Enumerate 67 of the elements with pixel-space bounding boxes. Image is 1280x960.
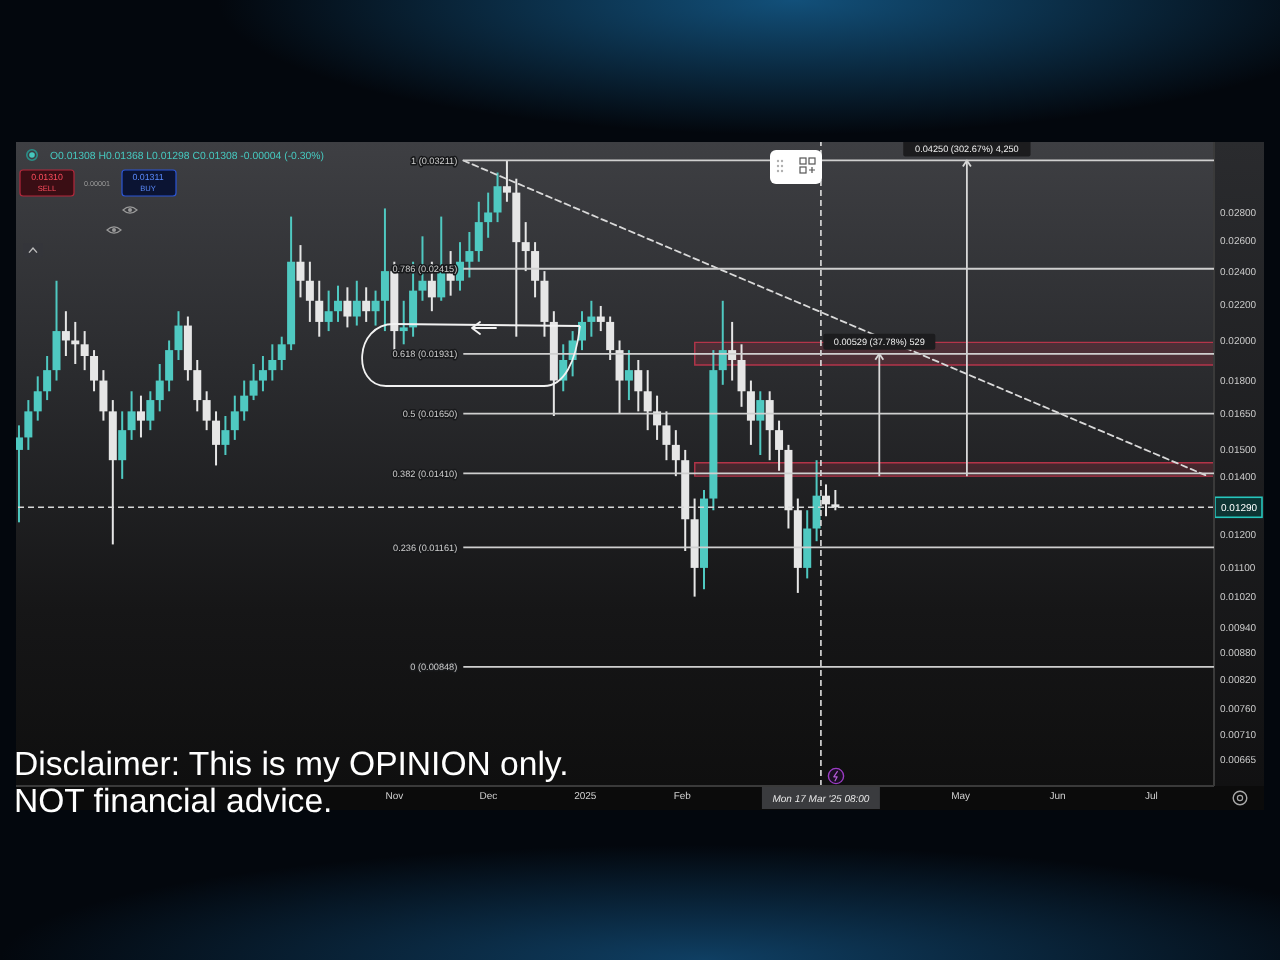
candlestick	[606, 315, 615, 361]
candlestick	[324, 289, 333, 333]
candlestick	[268, 343, 277, 382]
candlestick	[71, 320, 80, 366]
candlestick	[277, 335, 286, 372]
candlestick	[803, 509, 812, 580]
candlestick	[127, 390, 136, 441]
candlestick	[183, 315, 192, 382]
candlestick	[90, 349, 99, 393]
candlestick	[775, 419, 784, 472]
candlestick	[24, 399, 33, 451]
candlestick	[634, 358, 643, 413]
candlestick	[352, 279, 361, 327]
candlestick	[521, 221, 530, 273]
candlestick	[531, 241, 540, 299]
candlestick	[484, 191, 493, 239]
candlestick	[559, 343, 568, 393]
candlestick	[746, 379, 755, 446]
candlestick	[52, 279, 61, 382]
candlestick	[240, 379, 249, 422]
candlestick	[155, 363, 164, 413]
candlestick	[737, 343, 746, 408]
candlestick	[615, 339, 624, 415]
candlestick	[371, 289, 380, 327]
candlestick	[465, 231, 474, 279]
candlestick	[662, 410, 671, 462]
candlestick	[812, 459, 821, 543]
candlestick	[212, 410, 221, 467]
candlestick	[756, 390, 765, 457]
candlestick	[474, 200, 483, 263]
candlestick	[493, 171, 502, 224]
candlestick	[315, 279, 324, 338]
candlestick	[249, 363, 258, 402]
candlestick	[136, 394, 145, 439]
candlestick	[99, 369, 108, 422]
candlestick	[540, 270, 549, 338]
candlestick	[362, 286, 371, 323]
candlestick	[343, 286, 352, 329]
candlestick	[380, 207, 389, 333]
candlestick	[399, 299, 408, 346]
candlestick	[16, 424, 23, 524]
candlestick	[202, 390, 211, 432]
candlestick	[230, 394, 239, 441]
candlestick	[624, 349, 633, 402]
candlestick	[33, 375, 42, 422]
candlestick	[61, 310, 70, 358]
candlestick	[146, 390, 155, 432]
candlestick	[165, 339, 174, 393]
candlestick	[334, 284, 343, 323]
candlestick	[118, 410, 127, 480]
candlestick	[596, 304, 605, 333]
candlestick	[765, 390, 774, 462]
candlestick	[174, 310, 183, 361]
candlestick	[193, 358, 202, 413]
candlestick	[296, 244, 305, 299]
candlestick	[305, 260, 314, 323]
candlestick	[643, 369, 652, 432]
candlestick	[718, 299, 727, 386]
candlestick	[80, 330, 89, 372]
candlestick	[587, 299, 596, 338]
candlestick	[671, 429, 680, 478]
candlestick	[502, 159, 511, 203]
candlestick	[258, 355, 267, 393]
candlestick	[43, 355, 52, 402]
candlestick	[221, 414, 230, 457]
annotation: NOT financial advice.	[14, 782, 333, 820]
annotation: Disclaimer: This is my OPINION only.	[14, 745, 569, 783]
